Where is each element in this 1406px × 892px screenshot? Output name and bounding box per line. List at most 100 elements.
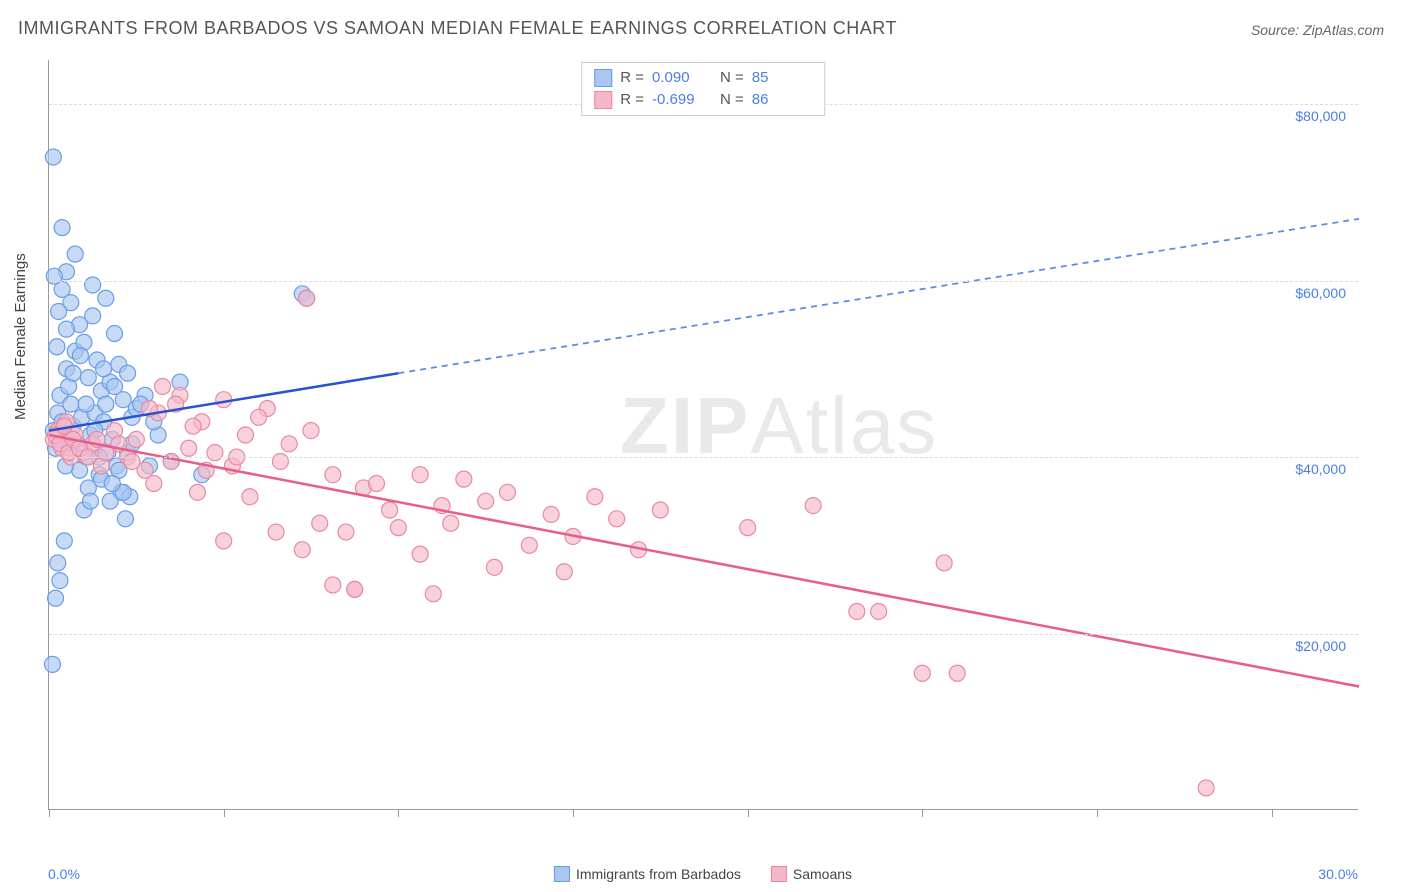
trend-line-dashed xyxy=(398,219,1359,373)
data-point xyxy=(146,476,162,492)
data-point xyxy=(268,524,284,540)
data-point xyxy=(207,445,223,461)
data-point xyxy=(50,555,66,571)
x-tick xyxy=(748,809,749,817)
data-point xyxy=(124,453,140,469)
data-point xyxy=(390,520,406,536)
data-point xyxy=(107,378,123,394)
data-point xyxy=(456,471,472,487)
plot-area: $20,000$40,000$60,000$80,000 xyxy=(48,60,1358,810)
data-point xyxy=(949,665,965,681)
gridline xyxy=(49,457,1358,458)
chart-container: IMMIGRANTS FROM BARBADOS VS SAMOAN MEDIA… xyxy=(0,0,1406,892)
data-point xyxy=(303,423,319,439)
data-point xyxy=(58,321,74,337)
n-label: N = xyxy=(720,67,744,89)
y-tick-label: $20,000 xyxy=(1295,638,1346,654)
legend-label: Immigrants from Barbados xyxy=(576,866,741,882)
data-point xyxy=(500,484,516,500)
chart-title: IMMIGRANTS FROM BARBADOS VS SAMOAN MEDIA… xyxy=(18,18,897,39)
data-point xyxy=(45,149,61,165)
data-point xyxy=(185,418,201,434)
data-point xyxy=(48,590,64,606)
data-point xyxy=(85,277,101,293)
data-point xyxy=(216,392,232,408)
data-point xyxy=(72,348,88,364)
data-point xyxy=(871,603,887,619)
data-point xyxy=(587,489,603,505)
gridline xyxy=(49,281,1358,282)
data-point xyxy=(272,453,288,469)
data-point xyxy=(251,409,267,425)
data-point xyxy=(78,396,94,412)
x-axis-min-label: 0.0% xyxy=(48,866,80,882)
x-tick xyxy=(224,809,225,817)
gridline xyxy=(49,634,1358,635)
data-point xyxy=(85,308,101,324)
x-axis-max-label: 30.0% xyxy=(1318,866,1358,882)
data-point xyxy=(281,436,297,452)
n-value: 85 xyxy=(752,67,812,89)
data-point xyxy=(52,573,68,589)
y-tick-label: $60,000 xyxy=(1295,285,1346,301)
x-tick xyxy=(922,809,923,817)
r-value: -0.699 xyxy=(652,89,712,111)
data-point xyxy=(849,603,865,619)
data-point xyxy=(49,339,65,355)
data-point xyxy=(65,365,81,381)
data-point xyxy=(312,515,328,531)
n-label: N = xyxy=(720,89,744,111)
r-label: R = xyxy=(620,67,644,89)
data-point xyxy=(740,520,756,536)
data-point xyxy=(325,577,341,593)
r-value: 0.090 xyxy=(652,67,712,89)
data-point xyxy=(914,665,930,681)
data-point xyxy=(609,511,625,527)
data-point xyxy=(107,326,123,342)
correlation-row: R =-0.699N =86 xyxy=(594,89,812,111)
data-point xyxy=(369,476,385,492)
data-point xyxy=(216,533,232,549)
data-point xyxy=(98,290,114,306)
data-point xyxy=(936,555,952,571)
legend-item: Immigrants from Barbados xyxy=(554,866,741,882)
data-point xyxy=(238,427,254,443)
scatter-svg xyxy=(49,60,1358,809)
data-point xyxy=(163,453,179,469)
data-point xyxy=(412,467,428,483)
correlation-row: R = 0.090 N = 85 xyxy=(594,67,812,89)
legend-label: Samoans xyxy=(793,866,852,882)
data-point xyxy=(82,493,98,509)
data-point xyxy=(98,396,114,412)
data-point xyxy=(181,440,197,456)
data-point xyxy=(242,489,258,505)
data-point xyxy=(96,361,112,377)
data-point xyxy=(104,476,120,492)
y-axis-title: Median Female Earnings xyxy=(12,253,29,420)
data-point xyxy=(425,586,441,602)
data-point xyxy=(521,537,537,553)
legend-swatch xyxy=(771,866,787,882)
data-point xyxy=(155,378,171,394)
data-point xyxy=(486,559,502,575)
series-legend: Immigrants from Barbados Samoans xyxy=(554,866,852,882)
x-tick xyxy=(1097,809,1098,817)
data-point xyxy=(128,431,144,447)
legend-item: Samoans xyxy=(771,866,852,882)
correlation-legend: R =0.090N =85R =-0.699N =86 xyxy=(581,62,825,116)
data-point xyxy=(325,467,341,483)
y-tick-label: $40,000 xyxy=(1295,461,1346,477)
data-point xyxy=(412,546,428,562)
data-point xyxy=(543,506,559,522)
data-point xyxy=(652,502,668,518)
data-point xyxy=(347,581,363,597)
data-point xyxy=(294,542,310,558)
data-point xyxy=(805,498,821,514)
data-point xyxy=(443,515,459,531)
data-point xyxy=(54,220,70,236)
data-point xyxy=(56,533,72,549)
x-tick xyxy=(49,809,50,817)
data-point xyxy=(382,502,398,518)
data-point xyxy=(478,493,494,509)
data-point xyxy=(44,656,60,672)
